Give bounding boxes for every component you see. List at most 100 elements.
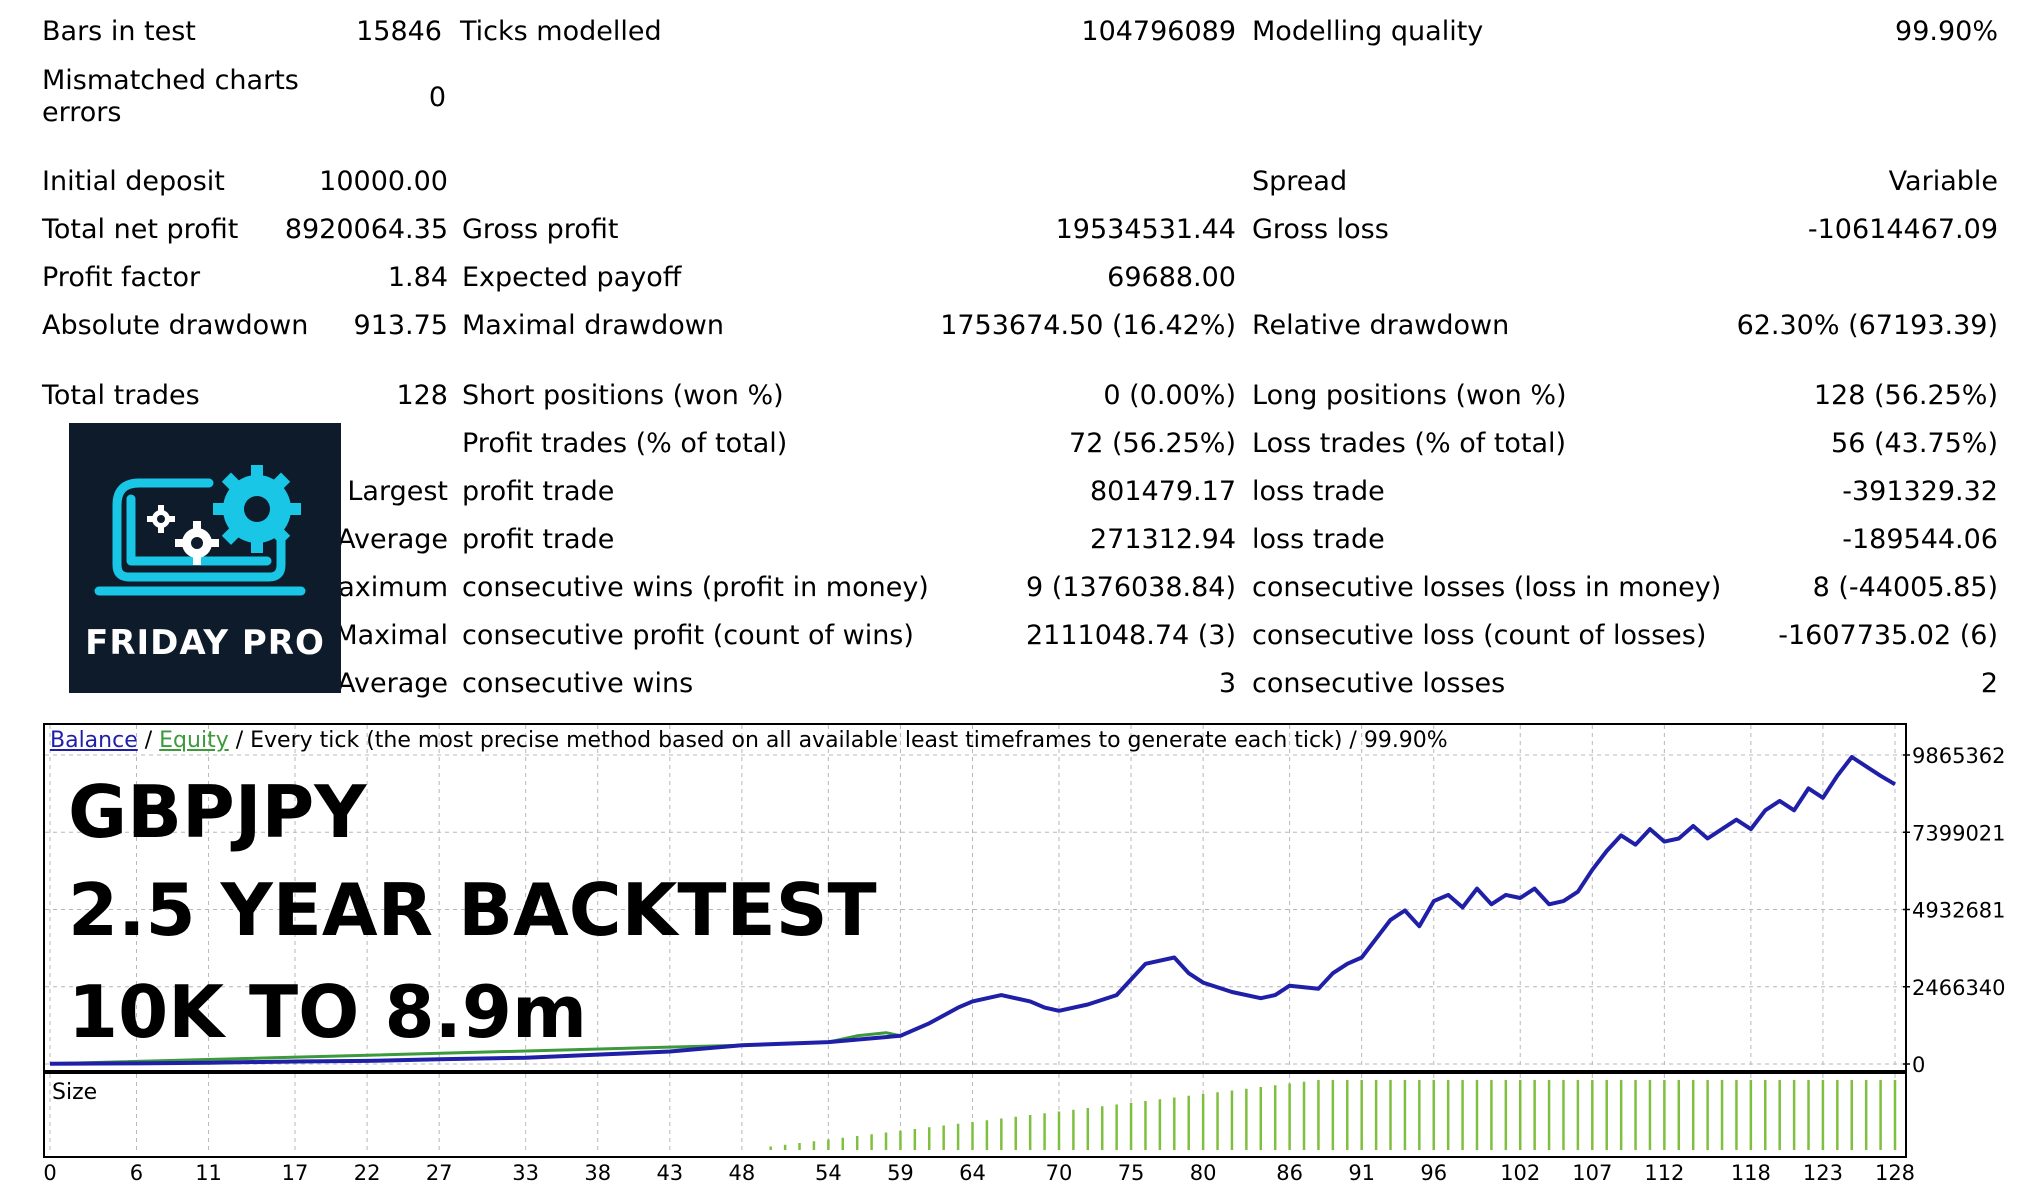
- legend-equity: Equity: [159, 728, 229, 753]
- gross-loss-label: Gross loss: [1252, 214, 1389, 245]
- total-trades-value: 128: [396, 380, 448, 411]
- long-positions-value: 128 (56.25%): [1813, 380, 1998, 411]
- x-tick-label: 17: [282, 1161, 309, 1185]
- size-chart-frame: [43, 1072, 1907, 1158]
- overlay-title-result: 10K TO 8.9m: [68, 970, 588, 1054]
- x-tick-label: 118: [1731, 1161, 1771, 1185]
- y-tick-label: 7399021: [1912, 821, 2006, 845]
- y-tick-label: 0: [1912, 1053, 1925, 1077]
- x-tick-label: 64: [959, 1161, 986, 1185]
- chart-lines: [49, 755, 1897, 1066]
- profit-trades-value: 72 (56.25%): [1069, 428, 1236, 459]
- profit-trades-label: Profit trades (% of total): [462, 428, 788, 459]
- maximal-prefix: Maximal: [334, 620, 448, 651]
- balance-chart-frame: [43, 723, 1907, 1072]
- x-tick-label: 70: [1046, 1161, 1073, 1185]
- largest-profit-label: profit trade: [462, 476, 615, 507]
- gross-profit-value: 19534531.44: [1055, 214, 1236, 245]
- bars-in-test-label: Bars in test: [42, 16, 196, 47]
- x-tick-label: 59: [887, 1161, 914, 1185]
- modelling-quality-value: 99.90%: [1895, 16, 1998, 47]
- modelling-quality-label: Modelling quality: [1252, 16, 1484, 47]
- average-loss-value: -189544.06: [1842, 524, 1998, 555]
- expected-payoff-value: 69688.00: [1107, 262, 1236, 293]
- x-tick-label: 11: [195, 1161, 222, 1185]
- maximal-drawdown-value: 1753674.50 (16.42%): [940, 310, 1236, 341]
- average-consecutive-wins-value: 3: [1218, 668, 1236, 699]
- maximum-losses-value: 8 (-44005.85): [1812, 572, 1998, 603]
- bars-in-test-value: 15846: [356, 16, 442, 47]
- x-tick-label: 0: [43, 1161, 56, 1185]
- total-net-profit-label: Total net profit: [42, 214, 239, 245]
- profit-factor-value: 1.84: [387, 262, 448, 293]
- x-tick-label: 96: [1420, 1161, 1447, 1185]
- x-tick-label: 80: [1190, 1161, 1217, 1185]
- x-tick-label: 22: [354, 1161, 381, 1185]
- x-tick-label: 91: [1348, 1161, 1375, 1185]
- relative-drawdown-label: Relative drawdown: [1252, 310, 1510, 341]
- overlay-title-pair: GBPJPY: [68, 770, 367, 854]
- maximal-loss-value: -1607735.02 (6): [1778, 620, 1998, 651]
- y-tick-label: 4932681: [1912, 899, 2006, 923]
- x-tick-label: 102: [1500, 1161, 1540, 1185]
- maximum-wins-label: consecutive wins (profit in money): [462, 572, 929, 603]
- gross-profit-label: Gross profit: [462, 214, 619, 245]
- maximal-profit-label: consecutive profit (count of wins): [462, 620, 914, 651]
- maximal-loss-label: consecutive loss (count of losses): [1252, 620, 1707, 651]
- chart-grid: [45, 725, 1903, 1152]
- absolute-drawdown-label: Absolute drawdown: [42, 310, 309, 341]
- total-trades-label: Total trades: [42, 380, 200, 411]
- relative-drawdown-value: 62.30% (67193.39): [1736, 310, 1998, 341]
- average-loss-label: loss trade: [1252, 524, 1385, 555]
- y-axis-ticks: 9865362 7399021 4932681 2466340 0: [1903, 744, 2006, 1077]
- loss-trades-label: Loss trades (% of total): [1252, 428, 1567, 459]
- spread-value: Variable: [1888, 166, 1998, 197]
- laptop-gears-icon: [94, 465, 306, 596]
- average-consecutive-losses-value: 2: [1980, 668, 1998, 699]
- average-profit-value: 271312.94: [1089, 524, 1236, 555]
- friday-pro-logo: FRIDAY PRO: [69, 423, 341, 693]
- maximal-drawdown-label: Maximal drawdown: [462, 310, 724, 341]
- profit-factor-label: Profit factor: [42, 262, 201, 293]
- x-tick-label: 123: [1803, 1161, 1843, 1185]
- size-bars: [769, 1080, 1897, 1150]
- size-label: Size: [52, 1080, 98, 1105]
- average-consecutive-losses-label: consecutive losses: [1252, 668, 1506, 699]
- largest-profit-value: 801479.17: [1089, 476, 1236, 507]
- mismatched-value: 0: [428, 82, 446, 113]
- x-tick-label: 43: [656, 1161, 683, 1185]
- x-tick-label: 128: [1875, 1161, 1915, 1185]
- ticks-modelled-label: Ticks modelled: [460, 16, 662, 47]
- x-tick-label: 75: [1118, 1161, 1145, 1185]
- series-line-balance: [49, 755, 1897, 1066]
- initial-deposit-value: 10000.00: [319, 166, 448, 197]
- ticks-modelled-value: 104796089: [1081, 16, 1236, 47]
- loss-trades-value: 56 (43.75%): [1831, 428, 1998, 459]
- x-tick-label: 38: [584, 1161, 611, 1185]
- legend-separator: /: [137, 728, 160, 753]
- spread-label: Spread: [1252, 166, 1348, 197]
- long-positions-label: Long positions (won %): [1252, 380, 1567, 411]
- legend-description: / Every tick (the most precise method ba…: [228, 728, 1448, 753]
- overlay-title-backtest: 2.5 YEAR BACKTEST: [68, 868, 877, 952]
- x-tick-label: 54: [815, 1161, 842, 1185]
- x-tick-label: 27: [426, 1161, 453, 1185]
- expected-payoff-label: Expected payoff: [462, 262, 682, 293]
- x-tick-label: 48: [729, 1161, 756, 1185]
- average-profit-label: profit trade: [462, 524, 615, 555]
- x-tick-label: 86: [1276, 1161, 1303, 1185]
- largest-loss-value: -391329.32: [1842, 476, 1998, 507]
- average-consecutive-prefix: Average: [337, 668, 448, 699]
- initial-deposit-label: Initial deposit: [42, 166, 225, 197]
- maximum-wins-value: 9 (1376038.84): [1025, 572, 1236, 603]
- largest-prefix: Largest: [347, 476, 448, 507]
- maximum-losses-label: consecutive losses (loss in money): [1252, 572, 1722, 603]
- mismatched-label-line2: errors: [42, 97, 122, 128]
- mismatched-label-line1: Mismatched charts: [42, 65, 299, 96]
- short-positions-value: 0 (0.00%): [1103, 380, 1236, 411]
- chart-legend: Balance / Equity / Every tick (the most …: [50, 728, 1448, 753]
- legend-balance: Balance: [50, 728, 138, 753]
- total-net-profit-value: 8920064.35: [284, 214, 448, 245]
- average-prefix: Average: [337, 524, 448, 555]
- x-tick-label: 6: [130, 1161, 143, 1185]
